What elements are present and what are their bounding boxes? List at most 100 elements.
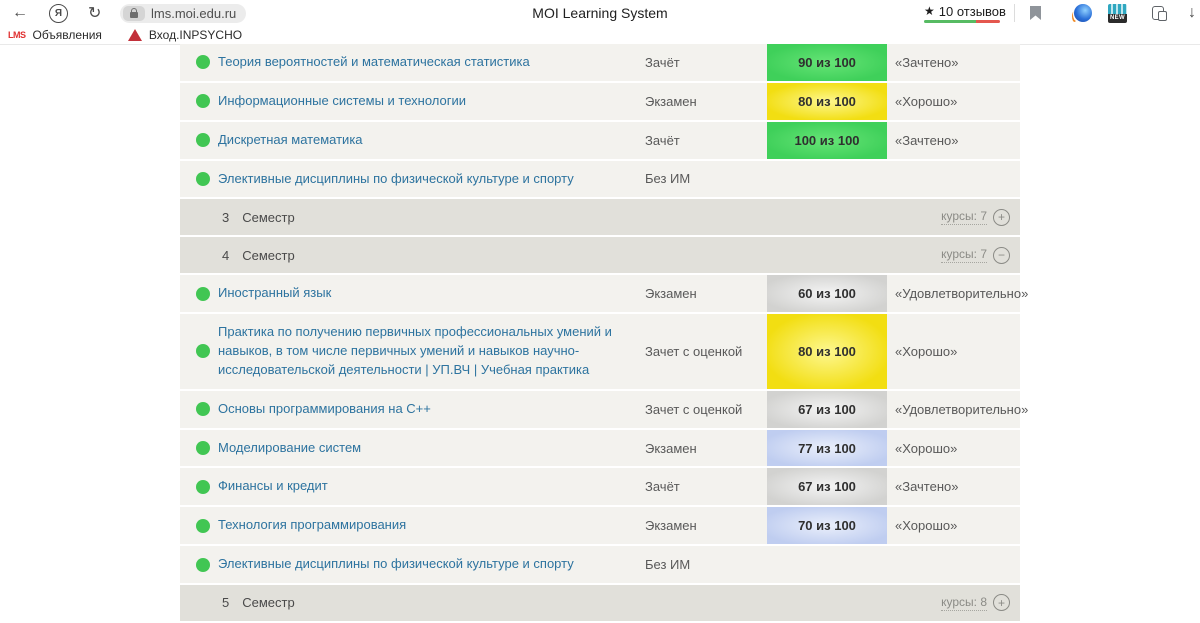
course-row: Практика по получению первичных професси… (180, 314, 1020, 389)
courses-count-link[interactable]: курсы: 8 (941, 594, 987, 611)
course-link[interactable]: Элективные дисциплины по физической куль… (218, 170, 574, 186)
course-row: Элективные дисциплины по физической куль… (180, 160, 1020, 198)
dot-cell (180, 507, 218, 544)
bookmark-flag-icon[interactable] (1030, 6, 1041, 20)
back-icon[interactable]: ← (12, 4, 28, 21)
course-status-dot (196, 344, 210, 359)
score-badge: 70 из 100 (767, 507, 887, 545)
course-link[interactable]: Технология программирования (218, 517, 407, 533)
bookmarks-bar: LMS Объявления Вход.INPSYCHO (0, 26, 1200, 45)
course-row: Дискретная математика Зачёт 100 из 100 «… (180, 121, 1020, 159)
refresh-icon[interactable]: ↻ (88, 5, 102, 22)
course-status-dot (196, 94, 210, 109)
grade-text: «Хорошо» (895, 343, 958, 359)
course-status-dot (196, 171, 210, 186)
exam-type: Без ИМ (645, 557, 691, 573)
course-status-dot (196, 286, 210, 301)
course-status-dot (196, 557, 210, 572)
rating-label: 10 отзывов (938, 3, 1006, 19)
dot-cell (180, 546, 218, 583)
bookmark-item-inpsycho[interactable]: Вход.INPSYCHO (127, 28, 242, 42)
rating-bar (924, 19, 1000, 23)
dot-cell (180, 430, 218, 467)
score-badge: 77 из 100 (767, 429, 887, 467)
bookmark-item-announcements[interactable]: LMS Объявления (8, 28, 102, 42)
star-icon: ★ (924, 4, 935, 18)
grade-text: «Зачтено» (895, 132, 959, 148)
semester-number: 3 (222, 209, 230, 225)
exam-type: Экзамен (645, 518, 697, 534)
semester-header-row: 4 Семестр курсы: 7 − (180, 237, 1020, 274)
course-status-dot (196, 441, 210, 456)
course-status-dot (196, 133, 210, 148)
url-text: lms.moi.edu.ru (151, 5, 237, 21)
pyramid-favicon (127, 29, 142, 41)
semester-label: Семестр (242, 595, 295, 611)
download-icon[interactable]: ↓ (1188, 4, 1196, 21)
expand-toggle-icon[interactable]: + (993, 208, 1010, 226)
semester-header-row: 3 Семестр курсы: 7 + (180, 199, 1020, 236)
exam-type: Экзамен (645, 286, 697, 302)
course-link[interactable]: Основы программирования на C++ (218, 400, 431, 416)
semester-label: Семестр (242, 247, 295, 263)
course-status-dot (196, 55, 210, 70)
score-badge: 80 из 100 (767, 314, 887, 389)
course-status-dot (196, 402, 210, 417)
semester-label: Семестр (242, 209, 295, 225)
course-row: Финансы и кредит Зачёт 67 из 100 «Зачтен… (180, 468, 1020, 506)
grade-text: «Зачтено» (895, 479, 959, 495)
course-row: Теория вероятностей и математическая ста… (180, 44, 1020, 81)
extension-new-icon[interactable]: NEW (1108, 3, 1127, 23)
exam-type: Зачёт (645, 54, 680, 70)
side-panel-icon[interactable] (1152, 5, 1167, 21)
grade-text: «Удовлетворительно» (895, 286, 1029, 302)
course-row: Элективные дисциплины по физической куль… (180, 546, 1020, 583)
dot-cell (180, 44, 218, 81)
exam-type: Зачет с оценкой (645, 343, 743, 359)
course-link[interactable]: Информационные системы и технологии (218, 92, 466, 108)
course-link[interactable]: Финансы и кредит (218, 478, 328, 494)
exam-type: Без ИМ (645, 171, 691, 187)
course-row: Технология программирования Экзамен 70 и… (180, 507, 1020, 545)
exam-type: Зачёт (645, 479, 680, 495)
score-badge (767, 161, 887, 198)
address-bar[interactable]: lms.moi.edu.ru (120, 3, 247, 23)
course-status-dot (196, 518, 210, 533)
course-row: Информационные системы и технологии Экза… (180, 82, 1020, 120)
lock-icon[interactable] (123, 5, 145, 21)
score-badge: 80 из 100 (767, 82, 887, 120)
course-link[interactable]: Практика по получению первичных професси… (218, 324, 612, 377)
course-link[interactable]: Дискретная математика (218, 131, 363, 147)
exam-type: Экзамен (645, 93, 697, 109)
course-status-dot (196, 479, 210, 494)
expand-toggle-icon[interactable]: − (993, 246, 1010, 264)
new-badge: NEW (1108, 13, 1127, 23)
extension-sphere-icon[interactable] (1074, 4, 1092, 22)
grade-text: «Зачтено» (895, 54, 959, 70)
exam-type: Зачёт (645, 132, 680, 148)
courses-count-link[interactable]: курсы: 7 (941, 209, 987, 226)
score-badge: 100 из 100 (767, 121, 887, 159)
score-badge: 67 из 100 (767, 468, 887, 506)
dot-cell (180, 275, 218, 312)
dot-cell (180, 83, 218, 120)
courses-count-link[interactable]: курсы: 7 (941, 247, 987, 264)
dot-cell (180, 161, 218, 198)
dot-cell (180, 122, 218, 159)
site-rating[interactable]: ★ 10 отзывов (924, 0, 1006, 26)
score-badge (767, 546, 887, 583)
course-link[interactable]: Моделирование систем (218, 439, 362, 455)
toolbar-divider (1014, 4, 1015, 22)
course-link[interactable]: Иностранный язык (218, 285, 332, 301)
lms-favicon: LMS (8, 30, 26, 40)
course-row: Моделирование систем Экзамен 77 из 100 «… (180, 429, 1020, 467)
dot-cell (180, 468, 218, 505)
dot-cell (180, 391, 218, 428)
course-link[interactable]: Теория вероятностей и математическая ста… (218, 54, 530, 69)
semester-header-row: 5 Семестр курсы: 8 + (180, 584, 1020, 621)
course-row: Основы программирования на C++ Зачет с о… (180, 390, 1028, 428)
course-link[interactable]: Элективные дисциплины по физической куль… (218, 556, 574, 572)
yandex-tab-icon[interactable]: Я (49, 3, 68, 23)
expand-toggle-icon[interactable]: + (993, 594, 1010, 612)
score-badge: 90 из 100 (767, 44, 887, 81)
